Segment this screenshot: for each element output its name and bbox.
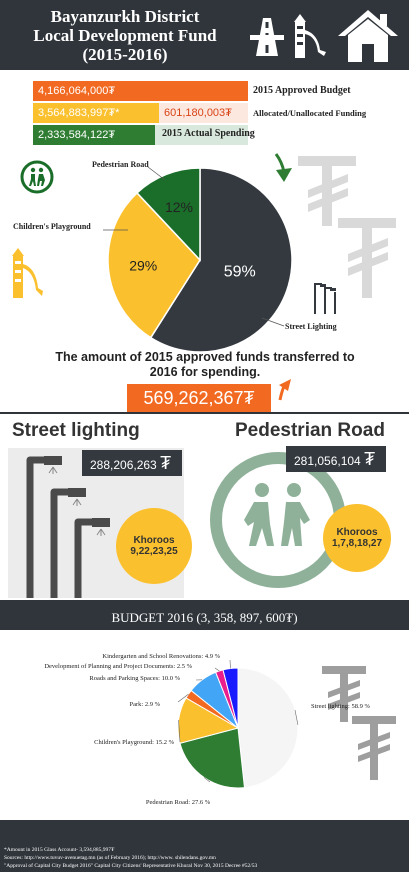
- street-khoroos-values: 9,22,23,25: [130, 546, 178, 557]
- pie1-data-label-2: 12%: [165, 199, 193, 215]
- header-title-line1: Bayanzurkh District: [50, 7, 200, 26]
- tugrik-icon-medium: [322, 666, 396, 780]
- road-khoroos-circle: Khoroos 1,7,8,18,27: [323, 504, 391, 572]
- road-khoroos-label: Khoroos: [336, 527, 378, 538]
- pie1-slice-1: [107, 191, 201, 339]
- street-currency: ₮: [160, 453, 172, 473]
- up-arrow-icon: [278, 379, 291, 401]
- pie2-data-label-3: Park: 2.9 %: [129, 701, 160, 708]
- footnote-2: Sources: http://www.tuvuv-avenuetag.mn (…: [4, 855, 216, 861]
- pie2-leader-0: [294, 709, 299, 725]
- pie1-label-road: Pedestrian Road: [92, 160, 149, 169]
- header: Bayanzurkh District Local Development Fu…: [0, 0, 409, 70]
- pie1-leader-lines: [103, 166, 285, 327]
- approved-label: 2015 Approved Budget: [253, 85, 351, 96]
- header-title-line2: Local Development Fund: [33, 26, 217, 45]
- approved-bar: 4,166,064,000₮: [33, 81, 248, 101]
- pie2-slice-0: [237, 667, 299, 789]
- pie1-slice-0: [149, 167, 293, 353]
- pie2-leader-1: [203, 777, 211, 783]
- pedestrian-icon: [20, 160, 54, 194]
- header-title-line3: (2015-2016): [82, 45, 168, 64]
- pie-chart-budget-2016: Street lighting: 58.9 % Pedestrian Road: …: [44, 653, 370, 806]
- road-currency: ₮: [364, 449, 376, 469]
- street-lighting-title: Street lighting: [12, 420, 140, 441]
- budget-2016-title: BUDGET 2016 (3, 358, 897, 600₮): [111, 610, 298, 625]
- section-projects: Street lighting Pedestrian Road 288,206,…: [0, 414, 409, 600]
- actual-label: 2015 Actual Spending: [162, 128, 255, 139]
- pie1-label-playground: Children's Playground: [13, 222, 91, 231]
- pie2-data-label-5: Development of Planning and Project Docu…: [44, 663, 192, 670]
- street-khoroos-circle: Khoroos 9,22,23,25: [116, 508, 192, 584]
- road-amount: 281,056,104: [294, 454, 361, 468]
- pie2-slice-6: [222, 667, 239, 729]
- transfer-text: The amount of 2015 approved funds transf…: [55, 350, 355, 379]
- pedestrian-road-title: Pedestrian Road: [235, 420, 385, 441]
- pie2-slice-1: [179, 727, 246, 789]
- road-icon: [250, 18, 284, 56]
- transfer-value: 569,262,367₮: [127, 384, 271, 412]
- pie2-leader-3: [177, 693, 189, 703]
- street-amount: 288,206,263: [90, 458, 157, 472]
- footnote-3: "Approval of Capital City Budget 2016" C…: [4, 863, 258, 869]
- pie1-data-label-1: 29%: [129, 257, 157, 273]
- playground-icon: [294, 14, 326, 58]
- pie2-data-label-4: Roads and Parking Spaces: 10.0 %: [89, 675, 180, 682]
- allocated-bar: 3,564,883,997₮*: [33, 103, 159, 123]
- pie2-leader-5: [214, 667, 220, 672]
- pie-chart-allocation: 59% 29% 12%: [107, 167, 293, 353]
- pie1-data-label-0: 59%: [224, 264, 256, 281]
- pie1-slice-2: [135, 167, 201, 262]
- curved-arrow-icon: [274, 153, 292, 182]
- street-amount-box: 288,206,263 ₮: [82, 450, 182, 476]
- road-amount-box: 281,056,104 ₮: [286, 446, 386, 472]
- section-2015: 4,166,064,000₮ 2015 Approved Budget 3,56…: [0, 70, 409, 412]
- pie2-data-label-0: Street lighting: 58.9 %: [311, 703, 370, 710]
- street-lamp-icon-small: [314, 283, 336, 314]
- section-2016: Street lighting: 58.9 % Pedestrian Road: …: [0, 630, 409, 820]
- pie1-label-street: Street Lighting: [285, 322, 337, 331]
- street-khoroos-label: Khoroos: [133, 535, 175, 546]
- unallocated-bar: 601,180,003₮: [159, 103, 248, 123]
- pie2-data-label-2: Children's Playground: 15.2 %: [94, 739, 174, 746]
- road-khoroos-values: 1,7,8,18,27: [331, 538, 383, 549]
- actual-bar: 2,333,584,122₮: [33, 125, 155, 145]
- pie2-data-label-6: Kindergarten and School Renovations: 4.9…: [102, 653, 220, 660]
- actual-bar-remainder: [155, 125, 248, 145]
- pie2-leader-2: [178, 719, 181, 743]
- street-lamp-icon: [26, 456, 110, 598]
- allocated-label: Allocated/Unallocated Funding: [253, 108, 367, 118]
- tugrik-icon-large: [298, 156, 396, 298]
- pie2-data-label-1: Pedestrian Road: 27.6 %: [146, 799, 211, 806]
- house-icon: [338, 10, 398, 62]
- playground-icon-yellow: [12, 248, 43, 298]
- footnote-1: *Amount in 2015 Glass Account- 3,594,885…: [4, 847, 115, 853]
